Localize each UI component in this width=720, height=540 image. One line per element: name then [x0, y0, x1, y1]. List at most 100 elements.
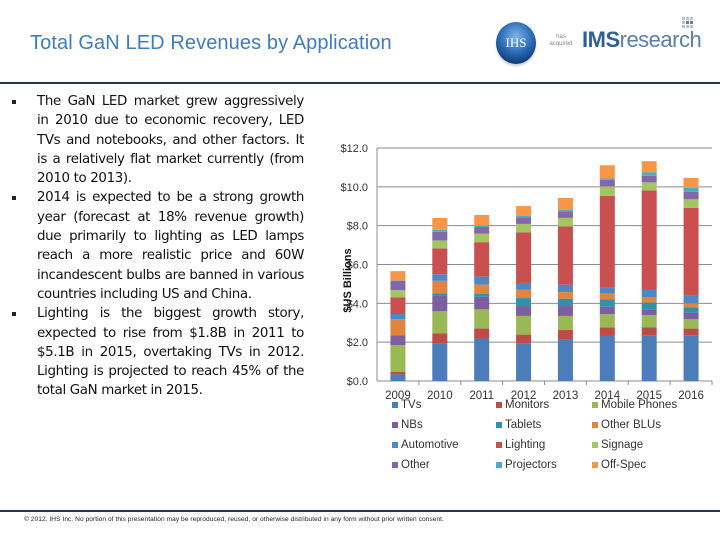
bar-segment-off-spec [557, 197, 573, 210]
x-tick-label: 2014 [595, 390, 621, 400]
x-tick-label: 2015 [636, 390, 662, 400]
legend-swatch-icon [496, 442, 502, 448]
bar-segment-monitors [683, 328, 699, 336]
bar-segment-tablets [432, 293, 448, 296]
chart-legend: TVs Monitors Mobile Phones NBs Tablets Other … [392, 398, 712, 472]
bar-segment-signage [432, 240, 448, 249]
bar-segment-lighting [432, 248, 448, 275]
legend-item: Projectors [496, 458, 592, 472]
bar-segment-other-blus [641, 297, 657, 303]
legend-item: Monitors [496, 398, 592, 412]
legend-label: Projectors [505, 459, 557, 471]
bar-segment-other [516, 217, 532, 224]
ihs-logo: IHS [496, 22, 536, 64]
bar-segment-lighting [474, 242, 490, 277]
legend-item: TVs [392, 398, 496, 412]
bar-segment-projectors [390, 280, 406, 281]
bar-segment-automotive [390, 314, 406, 320]
bar-segment-other-blus [474, 284, 490, 295]
bar-segment-projectors [641, 172, 657, 176]
x-tick-label: 2013 [553, 390, 579, 400]
bar-segment-nbs [474, 296, 490, 310]
footer-divider [0, 510, 720, 512]
legend-swatch-icon [592, 442, 598, 448]
ims-research-logo: IMSresearch [582, 27, 702, 53]
bar-segment-signage [557, 217, 573, 227]
y-tick-label: $4.0 [347, 298, 368, 310]
bullet-item: The GaN LED market grew aggressively in … [12, 92, 304, 188]
bar-segment-off-spec [599, 165, 615, 179]
y-tick-label: $12.0 [340, 143, 368, 155]
legend-item: Signage [592, 438, 712, 452]
bar-segment-lighting [390, 297, 406, 315]
bar-segment-signage [641, 182, 657, 191]
bar-segment-tvs [599, 335, 615, 381]
legend-swatch-icon [592, 402, 598, 408]
x-tick-label: 2009 [385, 390, 411, 400]
bar-segment-other-blus [390, 319, 406, 336]
bar-segment-projectors [474, 225, 490, 228]
legend-label: Lighting [505, 439, 546, 451]
legend-swatch-icon [392, 402, 398, 408]
legend-label: Other BLUs [601, 419, 662, 431]
legend-label: Off-Spec [601, 459, 647, 471]
bar-segment-other-blus [516, 289, 532, 299]
legend-swatch-icon [392, 462, 398, 468]
bullet-icon [12, 100, 16, 104]
legend-item: Mobile Phones [592, 398, 712, 412]
bar-segment-other [641, 175, 657, 183]
copyright-footer: © 2012. IHS Inc. No portion of this pres… [24, 516, 444, 523]
legend-label: Other [401, 459, 430, 471]
y-tick-label: $10.0 [340, 182, 368, 194]
bar-segment-off-spec [390, 271, 406, 281]
legend-swatch-icon [496, 462, 502, 468]
bar-segment-signage [390, 290, 406, 298]
bar-segment-mobile-phones [557, 315, 573, 330]
x-tick-label: 2012 [511, 390, 537, 400]
bar-segment-lighting [641, 190, 657, 290]
bar-segment-other-blus [683, 303, 699, 308]
legend-label: Automotive [401, 439, 459, 451]
bar-segment-projectors [599, 178, 615, 180]
legend-swatch-icon [592, 422, 598, 428]
bullet-text: The GaN LED market grew aggressively in … [37, 94, 304, 187]
legend-item: Other BLUs [592, 418, 712, 432]
legend-label: Monitors [505, 399, 550, 411]
bar-segment-nbs [432, 295, 448, 312]
header-divider [0, 82, 720, 84]
bar-segment-monitors [474, 328, 490, 339]
bar-segment-automotive [432, 274, 448, 281]
bar-segment-other-blus [557, 292, 573, 299]
bar-segment-monitors [432, 333, 448, 344]
bar-segment-other-blus [599, 293, 615, 300]
bar-segment-mobile-phones [683, 319, 699, 329]
bar-segment-tablets [599, 299, 615, 307]
bar-segment-signage [474, 233, 490, 243]
bar-segment-tvs [432, 343, 448, 381]
bar-segment-other [390, 280, 406, 291]
bar-segment-lighting [516, 232, 532, 283]
bar-segment-monitors [641, 327, 657, 336]
bar-segment-projectors [683, 187, 699, 192]
bar-segment-tablets [474, 294, 490, 297]
y-tick-label: $8.0 [347, 221, 368, 233]
bar-segment-off-spec [516, 206, 532, 216]
bar-segment-other [432, 231, 448, 241]
legend-item: Automotive [392, 438, 496, 452]
bar-segment-tvs [516, 343, 532, 381]
bar-segment-mobile-phones [474, 309, 490, 329]
legend-label: Tablets [505, 419, 542, 431]
legend-label: TVs [401, 399, 422, 411]
legend-label: NBs [401, 419, 423, 431]
bar-segment-mobile-phones [432, 311, 448, 334]
bar-segment-monitors [599, 327, 615, 336]
legend-swatch-icon [392, 442, 398, 448]
legend-label: Signage [601, 439, 644, 451]
bar-segment-monitors [516, 334, 532, 344]
bar-segment-other [599, 179, 615, 187]
bar-segment-signage [516, 223, 532, 233]
bar-segment-tablets [641, 302, 657, 310]
bar-segment-tablets [683, 307, 699, 313]
bar-segment-mobile-phones [599, 314, 615, 328]
bar-segment-off-spec [641, 161, 657, 173]
